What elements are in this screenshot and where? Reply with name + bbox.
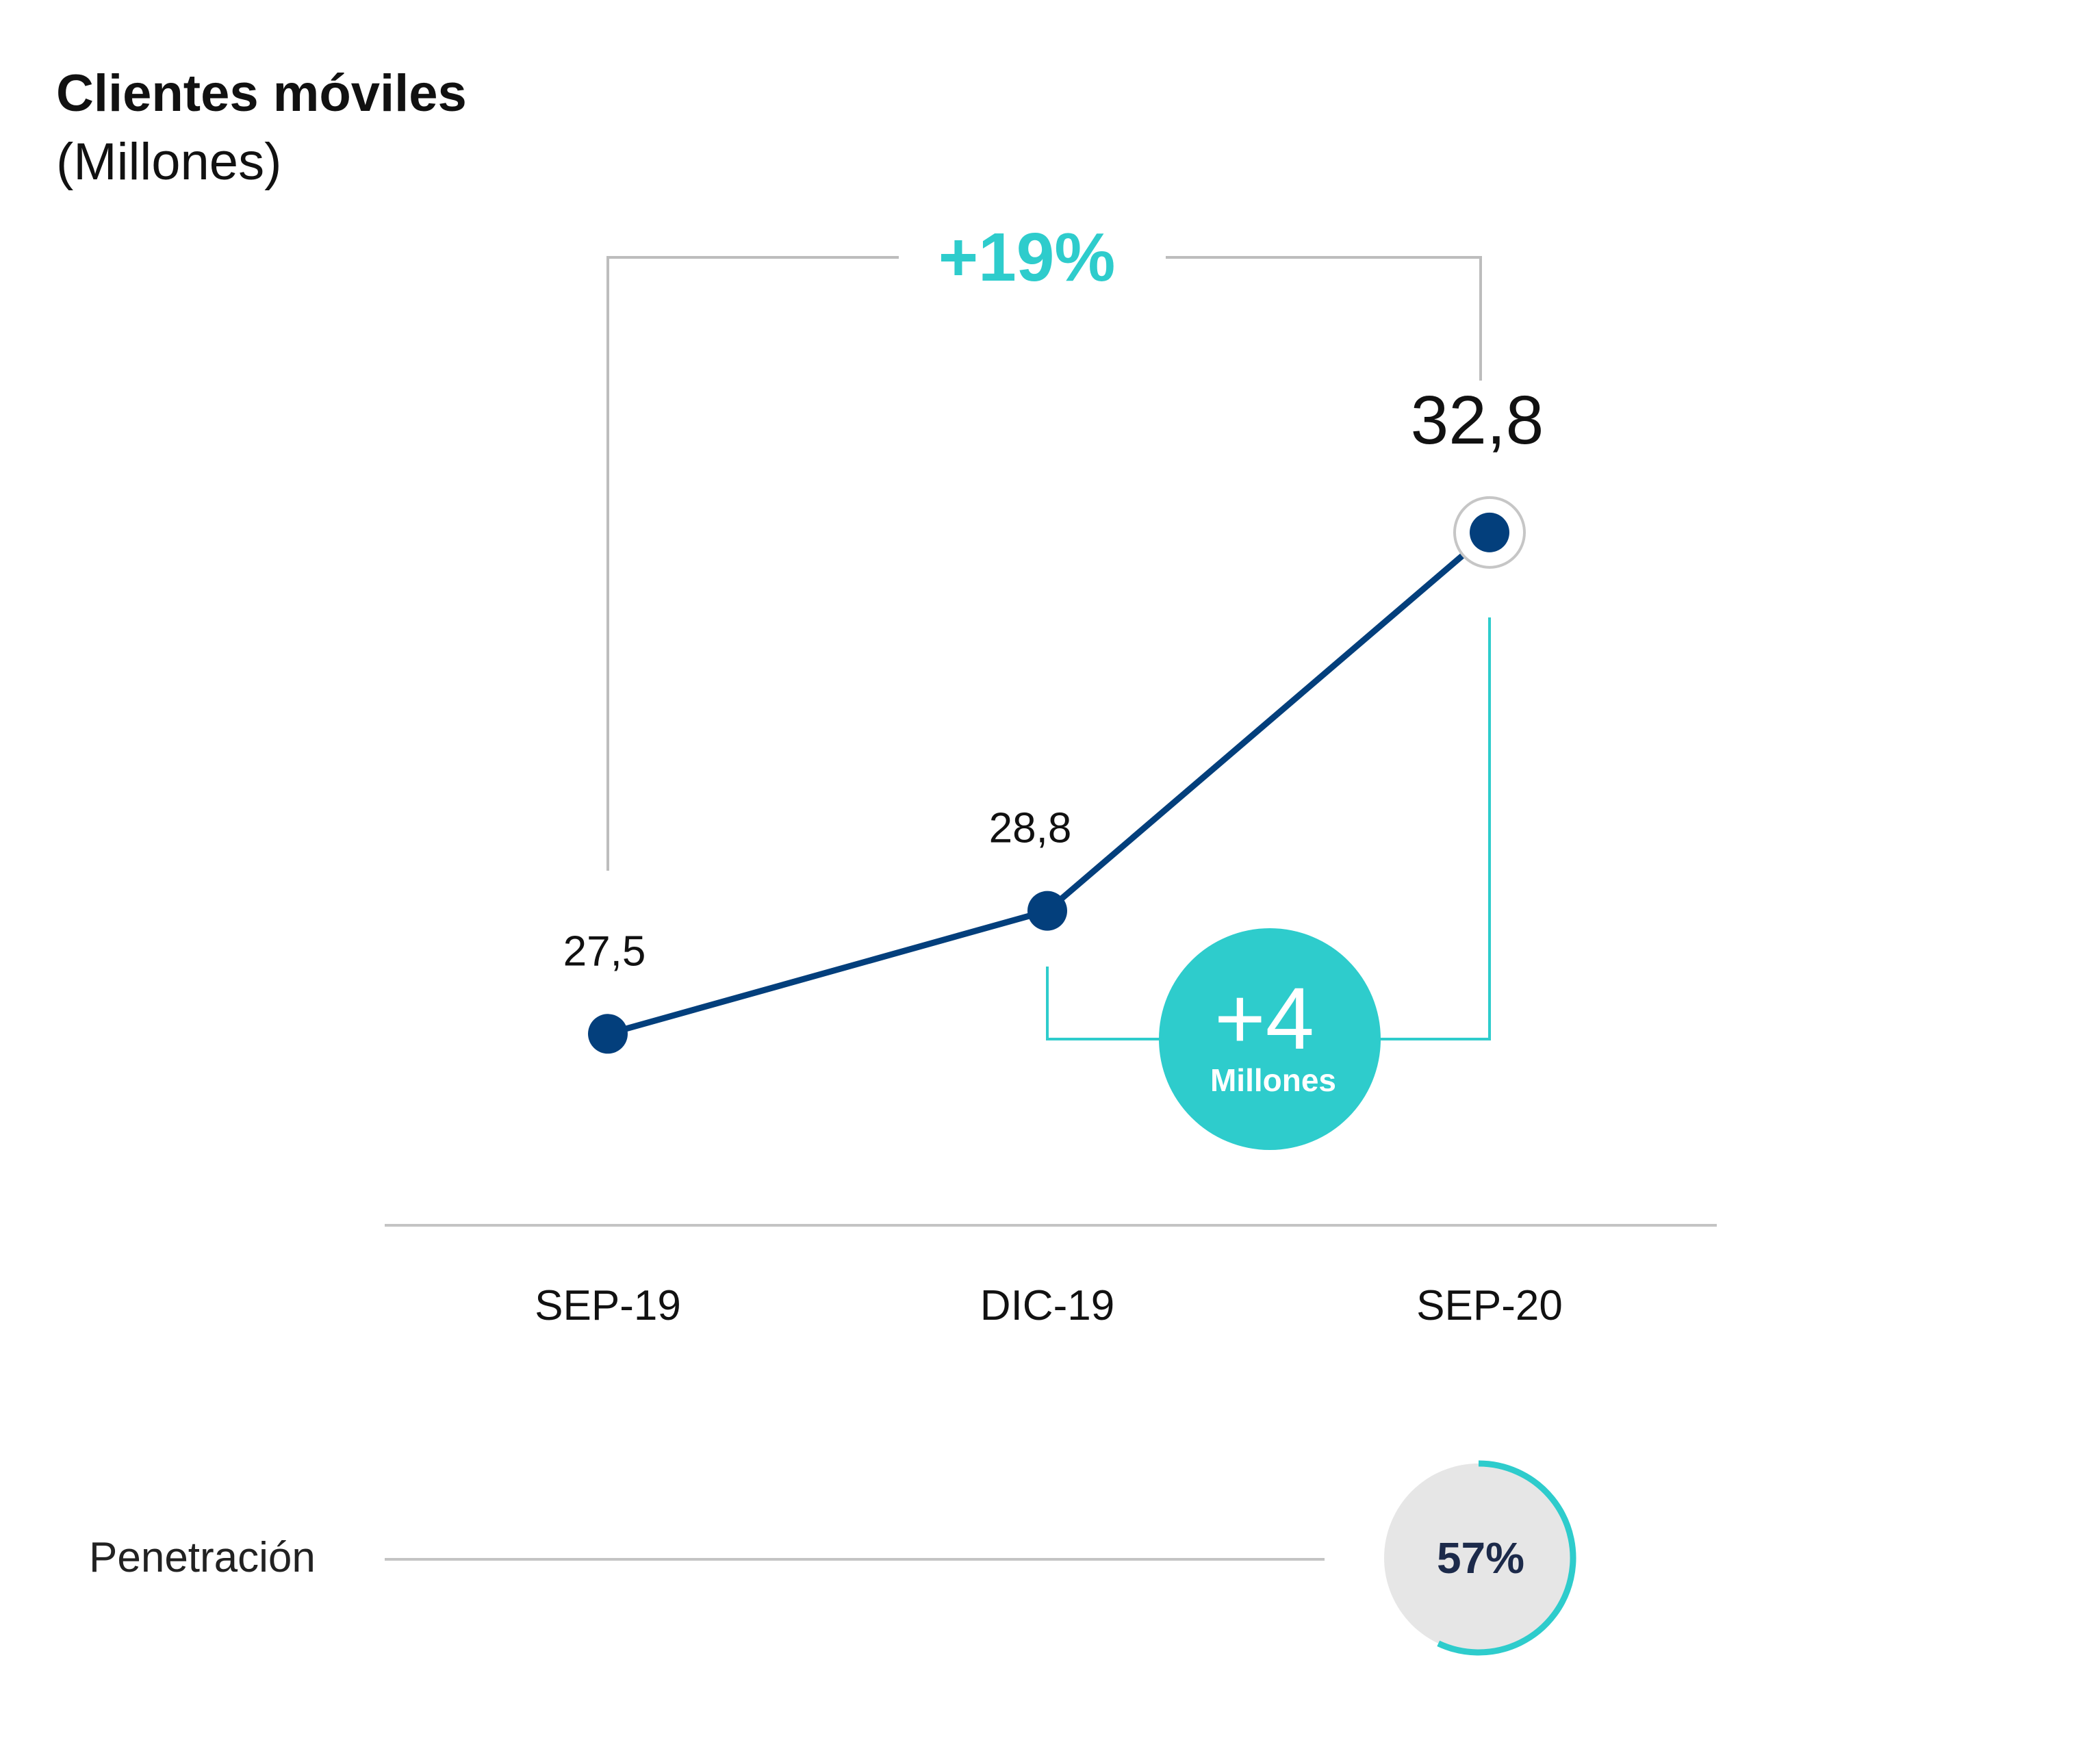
growth-bracket: +19%: [606, 219, 1482, 871]
data-point-dic-19: [1027, 891, 1067, 931]
data-label-sep-20: 32,8: [1411, 382, 1544, 459]
x-tick-sep-19: SEP-19: [535, 1282, 681, 1329]
data-point-sep-20: [1470, 512, 1509, 552]
chart-title: Clientes móviles: [56, 64, 467, 123]
data-label-dic-19: 28,8: [989, 805, 1072, 852]
delta-badge: [1159, 928, 1381, 1150]
penetration-label: Penetración: [89, 1534, 316, 1581]
growth-bracket-right: [1166, 256, 1482, 381]
delta-value-label: +4: [1214, 970, 1314, 1068]
delta-unit-label: Millones: [1210, 1062, 1336, 1098]
data-point-sep-19: [588, 1014, 628, 1054]
series-line: [604, 529, 1493, 1037]
delta-bracket-left: [1046, 967, 1164, 1040]
data-label-sep-19: 27,5: [563, 928, 646, 975]
x-tick-dic-19: DIC-19: [980, 1282, 1114, 1329]
penetration-value: 57%: [1437, 1533, 1524, 1583]
delta-bracket: +4 Millones: [1046, 617, 1491, 1150]
x-tick-sep-20: SEP-20: [1416, 1282, 1563, 1329]
series-group: [588, 496, 1526, 1054]
penetration-gauge-bg: [1384, 1463, 1573, 1652]
chart-subtitle: (Millones): [56, 133, 281, 191]
growth-bracket-left: [606, 256, 899, 871]
delta-bracket-right: [1377, 617, 1491, 1040]
penetration-gauge-arc: [1437, 1460, 1576, 1656]
growth-pct-label: +19%: [938, 219, 1116, 296]
penetration-row: Penetración 57%: [89, 1460, 1576, 1656]
